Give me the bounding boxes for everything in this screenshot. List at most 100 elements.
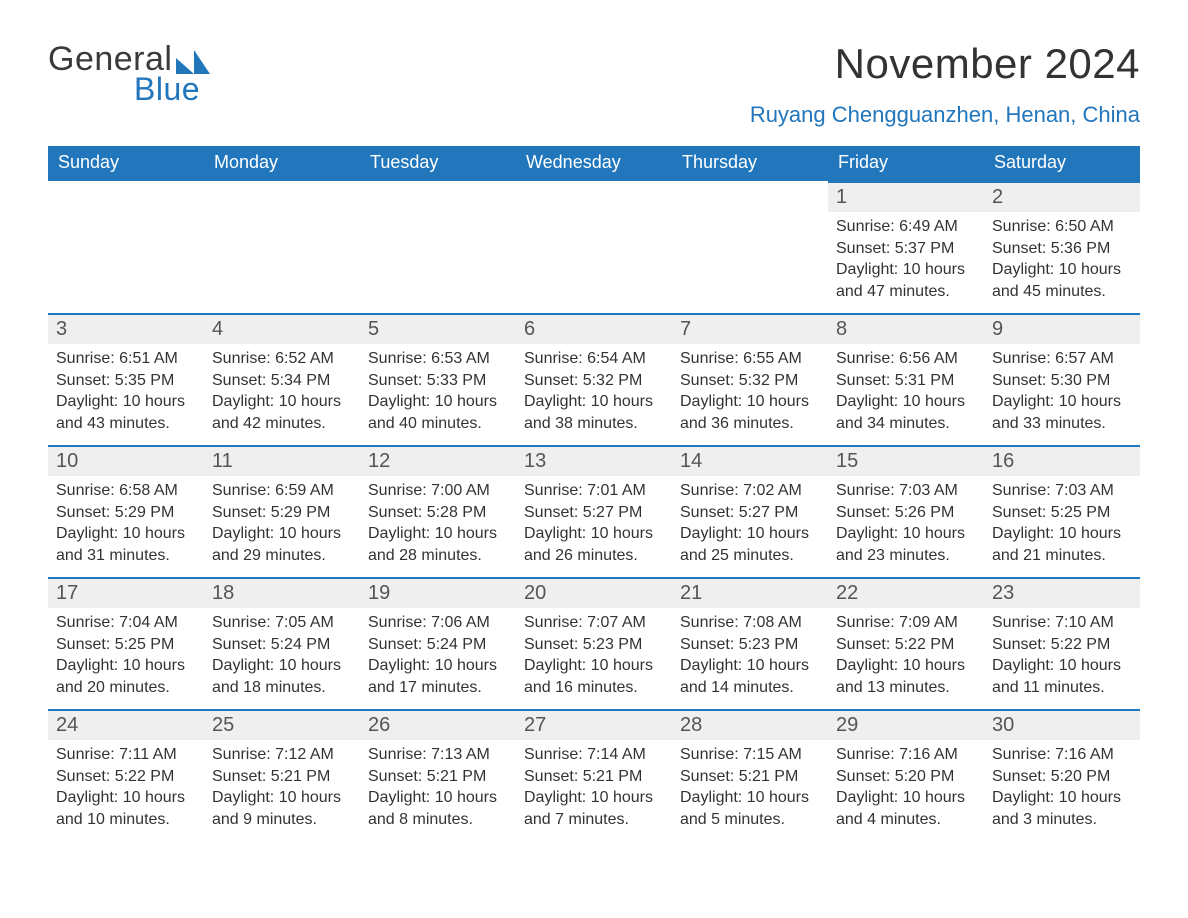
- day-number-row: 27: [516, 709, 672, 740]
- day-number-row: 13: [516, 445, 672, 476]
- daylight-line: Daylight: 10 hours and 16 minutes.: [524, 655, 664, 698]
- day-number: 26: [360, 711, 516, 740]
- day-number-row: 8: [828, 313, 984, 344]
- day-number-row: 12: [360, 445, 516, 476]
- sunrise-line: Sunrise: 7:08 AM: [680, 612, 820, 634]
- sunset-line: Sunset: 5:31 PM: [836, 370, 976, 392]
- calendar-cell: 9Sunrise: 6:57 AMSunset: 5:30 PMDaylight…: [984, 313, 1140, 445]
- day-number-row: 28: [672, 709, 828, 740]
- calendar-cell: 25Sunrise: 7:12 AMSunset: 5:21 PMDayligh…: [204, 709, 360, 841]
- day-data: Sunrise: 7:04 AMSunset: 5:25 PMDaylight:…: [48, 608, 204, 704]
- calendar-week: 1Sunrise: 6:49 AMSunset: 5:37 PMDaylight…: [48, 181, 1140, 313]
- day-number: 12: [360, 447, 516, 476]
- sunset-line: Sunset: 5:27 PM: [524, 502, 664, 524]
- day-number-row: 20: [516, 577, 672, 608]
- day-number-row: 21: [672, 577, 828, 608]
- day-number-row: 24: [48, 709, 204, 740]
- calendar-cell: [516, 181, 672, 313]
- calendar-cell: 29Sunrise: 7:16 AMSunset: 5:20 PMDayligh…: [828, 709, 984, 841]
- sunset-line: Sunset: 5:30 PM: [992, 370, 1132, 392]
- daylight-line: Daylight: 10 hours and 36 minutes.: [680, 391, 820, 434]
- day-data: Sunrise: 6:56 AMSunset: 5:31 PMDaylight:…: [828, 344, 984, 440]
- day-data: Sunrise: 7:05 AMSunset: 5:24 PMDaylight:…: [204, 608, 360, 704]
- calendar-cell: 23Sunrise: 7:10 AMSunset: 5:22 PMDayligh…: [984, 577, 1140, 709]
- daylight-line: Daylight: 10 hours and 25 minutes.: [680, 523, 820, 566]
- daylight-line: Daylight: 10 hours and 26 minutes.: [524, 523, 664, 566]
- sunset-line: Sunset: 5:23 PM: [680, 634, 820, 656]
- daylight-line: Daylight: 10 hours and 29 minutes.: [212, 523, 352, 566]
- sunrise-line: Sunrise: 6:50 AM: [992, 216, 1132, 238]
- sunrise-line: Sunrise: 7:14 AM: [524, 744, 664, 766]
- calendar-cell: [48, 181, 204, 313]
- calendar-week: 3 Sunrise: 6:51 AMSunset: 5:35 PM Daylight…: [48, 313, 1140, 445]
- calendar-cell: [360, 181, 516, 313]
- sunset-line: Sunset: 5:21 PM: [680, 766, 820, 788]
- sunrise-line: Sunrise: 6:56 AM: [836, 348, 976, 370]
- day-data: Sunrise: 7:02 AMSunset: 5:27 PMDaylight:…: [672, 476, 828, 572]
- sunrise-line: Sunrise: 7:02 AM: [680, 480, 820, 502]
- day-number-row: 4: [204, 313, 360, 344]
- calendar-week: 17Sunrise: 7:04 AMSunset: 5:25 PMDayligh…: [48, 577, 1140, 709]
- day-number: 11: [204, 447, 360, 476]
- day-data: Sunrise: 7:01 AMSunset: 5:27 PMDaylight:…: [516, 476, 672, 572]
- day-number-row: 15: [828, 445, 984, 476]
- day-number-row: 30: [984, 709, 1140, 740]
- calendar-cell: 27Sunrise: 7:14 AMSunset: 5:21 PMDayligh…: [516, 709, 672, 841]
- sunset-line: Sunset: 5:29 PM: [212, 502, 352, 524]
- location: Ruyang Chengguanzhen, Henan, China: [750, 102, 1140, 128]
- day-number: 7: [672, 315, 828, 344]
- sunrise-line: Sunrise: 7:05 AM: [212, 612, 352, 634]
- daylight-line: Daylight: 10 hours and 8 minutes.: [368, 787, 508, 830]
- logo: General Blue: [48, 40, 210, 108]
- sunrise-line: Sunrise: 7:01 AM: [524, 480, 664, 502]
- day-number: 27: [516, 711, 672, 740]
- day-data: Sunrise: 6:52 AMSunset: 5:34 PMDaylight:…: [204, 344, 360, 440]
- calendar-cell: 18Sunrise: 7:05 AMSunset: 5:24 PMDayligh…: [204, 577, 360, 709]
- day-data: Sunrise: 6:49 AMSunset: 5:37 PMDaylight:…: [828, 212, 984, 308]
- sunset-line: Sunset: 5:35 PM: [56, 370, 196, 392]
- day-number: 18: [204, 579, 360, 608]
- day-header: Saturday: [984, 146, 1140, 181]
- daylight-line: Daylight: 10 hours and 40 minutes.: [368, 391, 508, 434]
- calendar-week: 10Sunrise: 6:58 AMSunset: 5:29 PMDayligh…: [48, 445, 1140, 577]
- day-header: Tuesday: [360, 146, 516, 181]
- day-number-row: 9: [984, 313, 1140, 344]
- day-number-row: 22: [828, 577, 984, 608]
- sunrise-line: Sunrise: 6:59 AM: [212, 480, 352, 502]
- sunrise-line: Sunrise: 7:09 AM: [836, 612, 976, 634]
- sunset-line: Sunset: 5:36 PM: [992, 238, 1132, 260]
- day-number: 23: [984, 579, 1140, 608]
- day-number: 17: [48, 579, 204, 608]
- day-number-row: 10: [48, 445, 204, 476]
- day-data: Sunrise: 6:55 AMSunset: 5:32 PMDaylight:…: [672, 344, 828, 440]
- sunset-line: Sunset: 5:25 PM: [992, 502, 1132, 524]
- daylight-line: Daylight: 10 hours and 21 minutes.: [992, 523, 1132, 566]
- sunset-line: Sunset: 5:22 PM: [836, 634, 976, 656]
- daylight-line: Daylight: 10 hours and 38 minutes.: [524, 391, 664, 434]
- day-data: Sunrise: 7:14 AMSunset: 5:21 PMDaylight:…: [516, 740, 672, 836]
- day-data: Sunrise: 6:57 AMSunset: 5:30 PMDaylight:…: [984, 344, 1140, 440]
- daylight-line: Daylight: 10 hours and 20 minutes.: [56, 655, 196, 698]
- day-number: 20: [516, 579, 672, 608]
- calendar-cell: [672, 181, 828, 313]
- day-number: 16: [984, 447, 1140, 476]
- calendar-cell: 17Sunrise: 7:04 AMSunset: 5:25 PMDayligh…: [48, 577, 204, 709]
- day-number: 10: [48, 447, 204, 476]
- day-number: 28: [672, 711, 828, 740]
- day-number-row: 3: [48, 313, 204, 344]
- day-data: Sunrise: 6:54 AMSunset: 5:32 PMDaylight:…: [516, 344, 672, 440]
- sunset-line: Sunset: 5:21 PM: [368, 766, 508, 788]
- day-number: 1: [828, 183, 984, 212]
- sunrise-line: Sunrise: 7:07 AM: [524, 612, 664, 634]
- sunset-line: Sunset: 5:28 PM: [368, 502, 508, 524]
- calendar-cell: 13Sunrise: 7:01 AMSunset: 5:27 PMDayligh…: [516, 445, 672, 577]
- day-number: 3: [48, 315, 204, 344]
- day-number: 22: [828, 579, 984, 608]
- day-header-row: SundayMondayTuesdayWednesdayThursdayFrid…: [48, 146, 1140, 181]
- day-data: Sunrise: 7:07 AMSunset: 5:23 PMDaylight:…: [516, 608, 672, 704]
- calendar-cell: 16Sunrise: 7:03 AMSunset: 5:25 PMDayligh…: [984, 445, 1140, 577]
- day-data: Sunrise: 7:10 AMSunset: 5:22 PMDaylight:…: [984, 608, 1140, 704]
- daylight-line: Daylight: 10 hours and 5 minutes.: [680, 787, 820, 830]
- sunrise-line: Sunrise: 6:51 AM: [56, 348, 196, 370]
- calendar-cell: 10Sunrise: 6:58 AMSunset: 5:29 PMDayligh…: [48, 445, 204, 577]
